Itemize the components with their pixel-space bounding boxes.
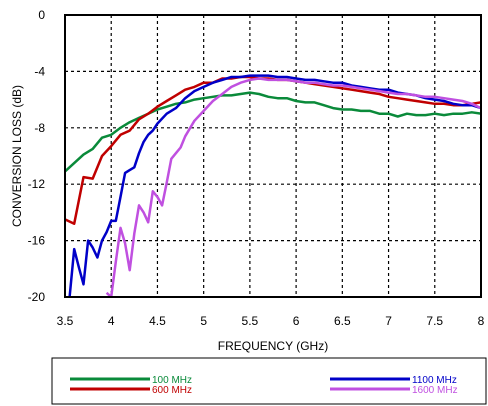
y-tick-labels: 0 -4 -8 -12 -16 -20 (28, 8, 46, 304)
y-axis-label: CONVERSION LOSS (dB) (10, 85, 24, 227)
legend-label-600-mhz: 600 MHz (152, 385, 192, 396)
series-group (65, 74, 481, 297)
legend-box (51, 357, 487, 405)
y-tick-label: -16 (28, 234, 46, 248)
y-tick-label: -12 (28, 177, 46, 191)
x-tick-label: 4.5 (149, 314, 166, 328)
grid (65, 15, 481, 297)
series-line-100-mhz (65, 91, 481, 173)
x-tick-label: 5.5 (242, 314, 259, 328)
y-tick-label: -20 (28, 290, 46, 304)
x-tick-label: 3.5 (57, 314, 74, 328)
legend-label-100-mhz: 100 MHz (152, 375, 192, 386)
legend-label-1600-mhz: 1600 MHz (412, 385, 458, 396)
series-line-1600-mhz (105, 77, 481, 297)
x-tick-label: 4 (108, 314, 115, 328)
x-tick-label: 7.5 (426, 314, 443, 328)
x-tick-labels: 3.5 4 4.5 5 5.5 6 6.5 7 7.5 8 (57, 314, 485, 328)
plot-frame (64, 14, 482, 298)
x-tick-label: 6.5 (334, 314, 351, 328)
y-tick-label: -8 (34, 121, 45, 135)
x-tick-label: 7 (385, 314, 392, 328)
x-tick-label: 6 (293, 314, 300, 328)
x-axis-label: FREQUENCY (GHz) (218, 339, 328, 353)
x-tick-label: 5 (200, 314, 207, 328)
x-tick-label: 8 (478, 314, 485, 328)
y-tick-label: 0 (38, 8, 45, 22)
series-line-1100-mhz (68, 74, 481, 297)
y-tick-label: -4 (34, 64, 45, 78)
legend-label-1100-mhz: 1100 MHz (412, 375, 457, 386)
